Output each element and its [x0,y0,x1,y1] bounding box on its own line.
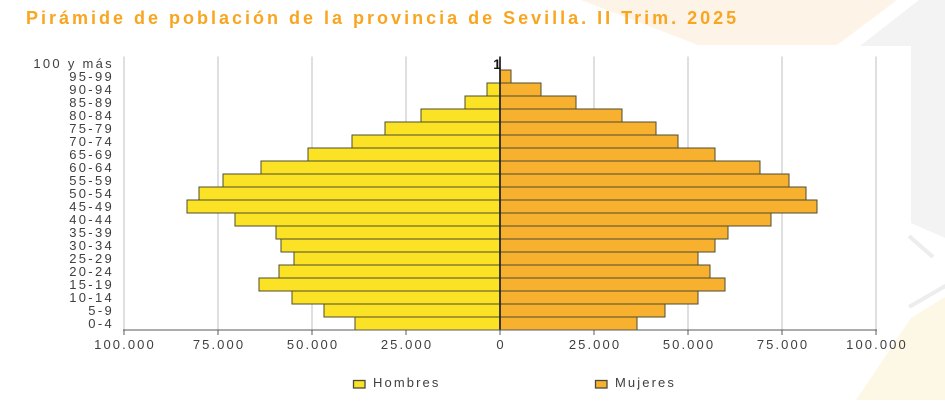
svg-text:25.000: 25.000 [381,337,433,352]
svg-text:50.000: 50.000 [287,337,339,352]
svg-text:5-9: 5-9 [88,303,114,318]
svg-text:1: 1 [493,57,501,72]
svg-text:100.000: 100.000 [94,337,156,352]
svg-text:45-49: 45-49 [69,199,114,214]
svg-text:Mujeres: Mujeres [615,375,676,390]
svg-text:Hombres: Hombres [373,375,440,390]
svg-text:95-99: 95-99 [69,69,114,84]
svg-text:75.000: 75.000 [193,337,245,352]
svg-text:50.000: 50.000 [663,337,715,352]
svg-text:85-89: 85-89 [69,95,114,110]
svg-text:100.000: 100.000 [846,337,908,352]
svg-text:0: 0 [496,337,505,352]
svg-text:10-14: 10-14 [69,290,114,305]
svg-text:55-59: 55-59 [69,173,114,188]
svg-text:Pirámide de población de la pr: Pirámide de población de la provincia de… [26,8,739,28]
svg-text:75.000: 75.000 [757,337,809,352]
svg-text:80-84: 80-84 [69,108,114,123]
svg-text:40-44: 40-44 [69,212,114,227]
svg-text:30-34: 30-34 [69,238,114,253]
svg-text:65-69: 65-69 [69,147,114,162]
svg-text:100 y más: 100 y más [33,56,114,71]
svg-text:20-24: 20-24 [69,264,114,279]
svg-text:75-79: 75-79 [69,121,114,136]
svg-text:25-29: 25-29 [69,251,114,266]
svg-text:15-19: 15-19 [69,277,114,292]
svg-text:0-4: 0-4 [88,316,114,331]
svg-text:25.000: 25.000 [569,337,621,352]
svg-text:35-39: 35-39 [69,225,114,240]
svg-text:90-94: 90-94 [69,82,114,97]
svg-text:60-64: 60-64 [69,160,114,175]
svg-text:70-74: 70-74 [69,134,114,149]
svg-text:50-54: 50-54 [69,186,114,201]
